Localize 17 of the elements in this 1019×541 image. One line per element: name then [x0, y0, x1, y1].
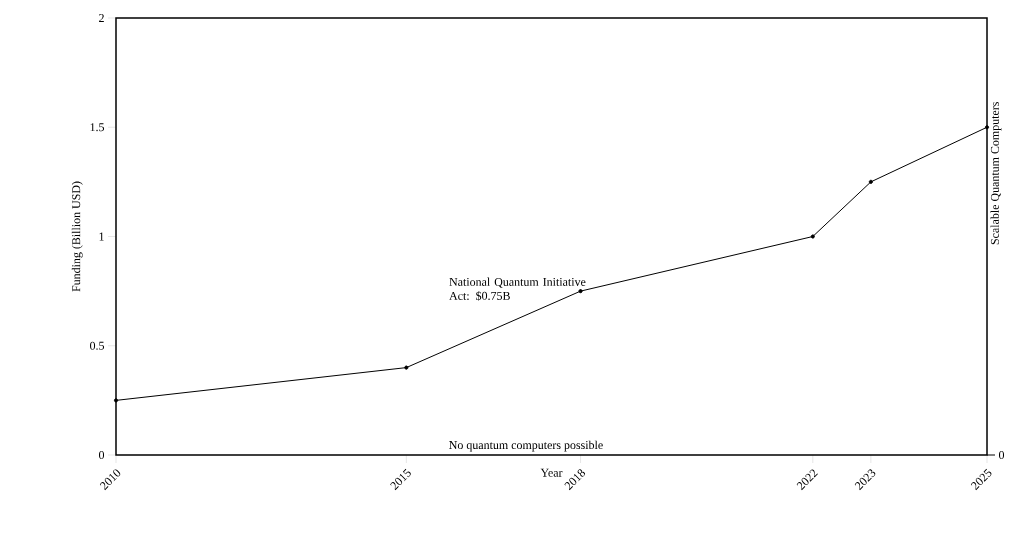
point	[868, 179, 873, 184]
y-tick-label: 2	[99, 14, 104, 22]
annotation: National Quantum Initiative Act: $0.75B	[449, 277, 586, 301]
y-axis-title: Funding (Billion USD)	[71, 181, 83, 292]
text: 0	[998, 450, 1005, 460]
y-tick-label: 0.5	[90, 341, 105, 350]
point	[984, 125, 990, 130]
annotation: No quantum computers possible	[449, 440, 603, 452]
y-tick-label: 1.5	[90, 123, 105, 132]
point	[404, 365, 409, 370]
x-axis-title: Year	[540, 468, 563, 477]
text: Scalable Quantum Computers	[990, 102, 1002, 245]
point	[810, 234, 815, 239]
point	[578, 289, 583, 294]
point	[113, 398, 119, 403]
y-tick-label: 0	[98, 450, 105, 460]
y-tick-label: 1	[99, 232, 104, 241]
